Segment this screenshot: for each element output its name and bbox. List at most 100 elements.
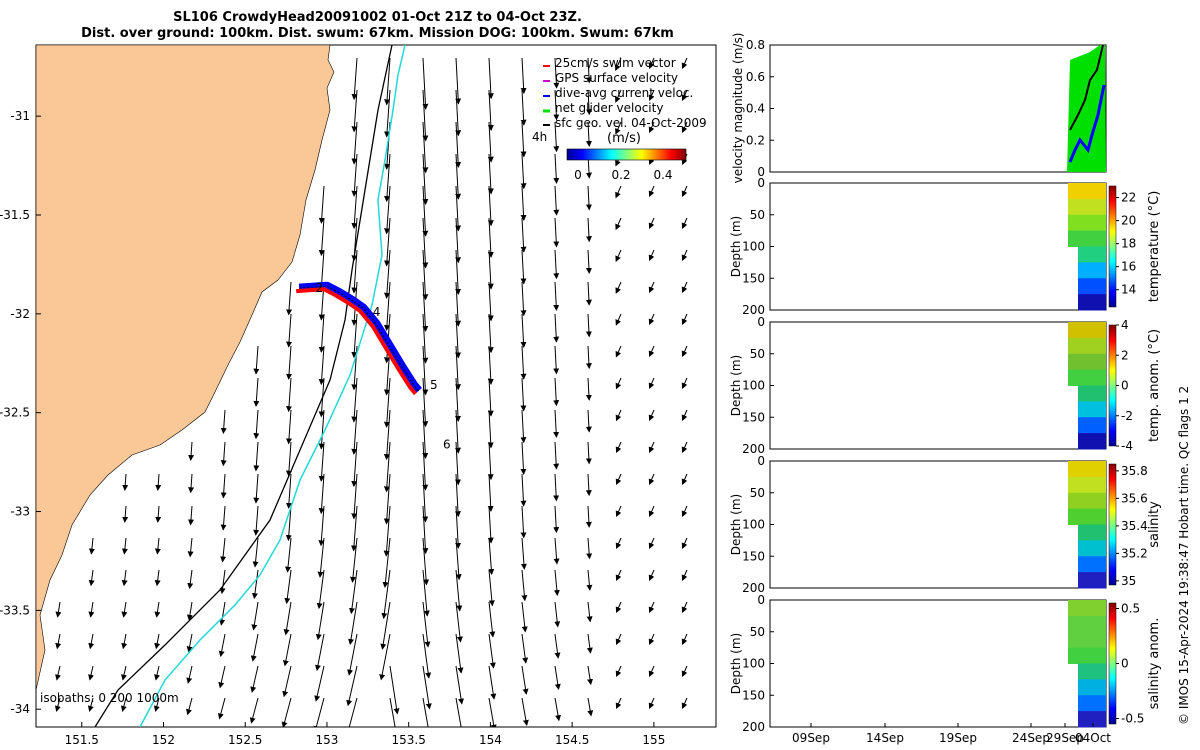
current-arrow [253, 345, 260, 375]
profile-data-band [1068, 183, 1106, 200]
current-arrow [422, 601, 431, 648]
current-arrow [615, 473, 622, 486]
colorbar-tick-label: 35.4 [1121, 519, 1148, 533]
current-arrow [520, 89, 527, 126]
track-day-labels: 2 4 5 6 [316, 281, 451, 451]
depth-tick-label: 200 [742, 581, 765, 595]
current-arrow [351, 409, 358, 455]
current-arrow [488, 537, 495, 576]
current-arrow [422, 217, 429, 269]
current-arrow [553, 473, 560, 502]
current-arrow [383, 473, 391, 525]
current-arrow [253, 505, 260, 536]
current-arrow [681, 633, 688, 646]
current-arrow [648, 57, 655, 70]
current-arrow [615, 377, 622, 390]
depth-tick-label: 100 [742, 518, 765, 532]
profile-data-band [1068, 337, 1106, 355]
current-arrow [487, 217, 494, 259]
legend-entry-sfc-geo: sfc geo. vel. 04-Oct-2009 [543, 116, 707, 130]
current-arrow [383, 249, 391, 299]
current-arrow [55, 601, 62, 618]
current-arrow [585, 185, 592, 211]
current-arrow [554, 601, 561, 628]
colorbar-tick-label: -0.5 [1121, 712, 1144, 726]
current-arrow [318, 409, 325, 450]
current-arrow [648, 345, 655, 358]
date-tick-label: 09Sep [792, 731, 830, 745]
current-arrow [282, 665, 292, 698]
map-panel: 25cm/s swim vector GPS surface velocity … [0, 44, 717, 747]
map-y-axis: -31 -31.5 -32 -32.5 -33 -33.5 -34 [0, 109, 41, 716]
colorbar-tick-label: 16 [1121, 260, 1136, 274]
current-arrow [422, 537, 430, 586]
current-arrow [615, 409, 622, 422]
title-line-1: SL106 CrowdyHead20091002 01-Oct 21Z to 0… [173, 10, 582, 25]
current-arrow [383, 409, 391, 461]
profile-data-band [1068, 198, 1106, 216]
current-arrow [422, 441, 429, 491]
current-arrow [455, 217, 462, 264]
profile-data-band [1078, 385, 1106, 402]
current-arrow [520, 249, 527, 285]
current-arrow [681, 313, 688, 326]
profile-data-band [1078, 278, 1106, 295]
velocity-panel: 0 0.2 0.4 0.6 0.8 velocity magnitude (m/s) [731, 33, 1107, 183]
current-arrow [681, 441, 688, 454]
current-arrow [521, 569, 528, 602]
colorbar-tick-label: 22 [1121, 191, 1136, 205]
current-arrow [54, 697, 61, 712]
legend-entry-dive-avg: dive-avg current veloc. [543, 86, 693, 100]
map-xtick-label: 153.5 [392, 733, 426, 747]
current-arrow [220, 505, 227, 531]
profile-colorbar [1108, 324, 1117, 447]
current-arrow [348, 601, 358, 646]
current-arrow [585, 313, 592, 338]
current-arrow [455, 537, 462, 581]
profile-colorbar [1108, 185, 1117, 308]
current-arrow [648, 409, 655, 422]
current-arrow [281, 697, 292, 727]
current-arrow [318, 345, 325, 386]
velocity-ytick-label: 0.4 [746, 102, 765, 116]
current-arrow [422, 473, 429, 523]
colorbar-label: salinity anom. [1147, 618, 1162, 710]
depth-tick-label: 200 [742, 442, 765, 456]
colorbar-label: temp. anom. (°C) [1147, 329, 1162, 442]
current-arrow [553, 441, 560, 470]
current-arrow [520, 217, 527, 253]
depth-tick-label: 150 [742, 688, 765, 702]
current-arrow [553, 569, 560, 597]
current-arrow [553, 409, 560, 438]
depth-tick-label: 0 [757, 315, 765, 329]
current-arrow [455, 697, 462, 727]
profile-data-band [1078, 572, 1106, 589]
current-arrow [521, 633, 529, 664]
current-arrow [383, 281, 391, 332]
current-arrow [585, 409, 592, 433]
current-arrow [253, 377, 260, 407]
current-arrow [648, 537, 655, 550]
profile-data-band [1078, 246, 1106, 263]
current-arrow [615, 665, 622, 678]
current-arrow [88, 665, 94, 681]
map-ytick-label: -32.5 [0, 406, 30, 420]
current-arrow [285, 441, 292, 477]
current-arrow [188, 473, 195, 494]
current-arrow [615, 441, 622, 454]
profile-axes-box [769, 182, 1107, 311]
current-arrow [520, 409, 527, 444]
current-arrow [520, 121, 527, 158]
current-arrow [648, 185, 655, 198]
current-arrow [314, 665, 325, 702]
profile-data-band [1068, 631, 1106, 649]
current-arrow [615, 537, 622, 550]
legend-entry-swim-vector: 25cm/s swim vector [543, 56, 676, 70]
day-label: 6 [443, 437, 451, 451]
legend-label-swim: 25cm/s swim vector [555, 56, 676, 70]
current-arrow [384, 153, 391, 203]
current-arrow [586, 537, 593, 560]
current-arrow [87, 697, 94, 712]
current-arrow [648, 473, 655, 486]
